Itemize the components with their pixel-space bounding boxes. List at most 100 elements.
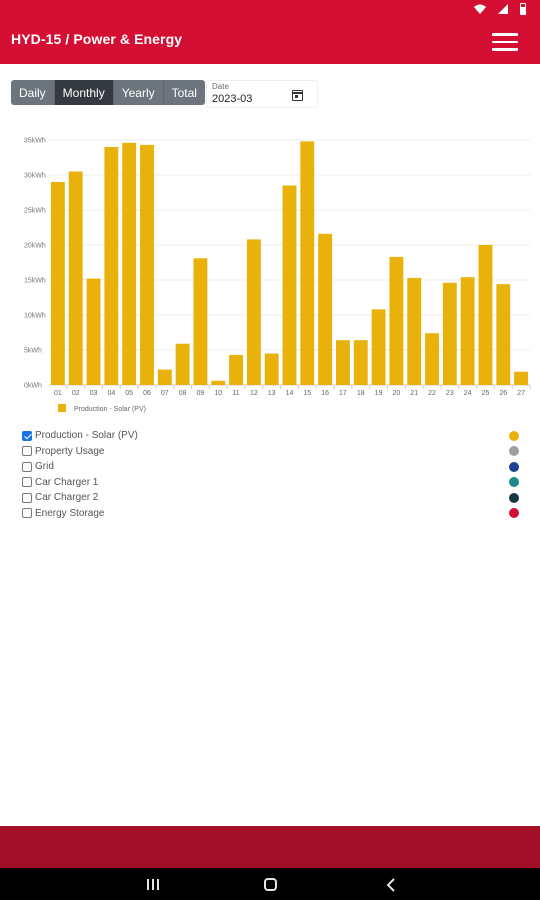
chart-bar-04[interactable] bbox=[104, 147, 119, 385]
calendar-icon[interactable] bbox=[292, 90, 303, 101]
date-value[interactable]: 2023-03 bbox=[212, 93, 253, 105]
series-color-dot bbox=[509, 492, 519, 503]
chart-bar-03[interactable] bbox=[86, 278, 101, 385]
series-toggle-row[interactable]: Production - Solar (PV) bbox=[22, 428, 522, 444]
x-tick-label: 03 bbox=[90, 390, 98, 397]
status-bar bbox=[0, 0, 540, 20]
chart-bar-12[interactable] bbox=[246, 239, 261, 385]
series-label: Car Charger 1 bbox=[35, 476, 99, 488]
chart-bar-02[interactable] bbox=[68, 171, 83, 386]
y-tick-label: 25kWh bbox=[24, 208, 46, 215]
chart-bar-07[interactable] bbox=[157, 369, 172, 385]
date-picker[interactable]: Date 2023-03 bbox=[206, 80, 318, 108]
chart-bar-26[interactable] bbox=[496, 284, 511, 385]
series-checkbox[interactable] bbox=[22, 508, 32, 519]
x-tick-label: 24 bbox=[464, 390, 472, 397]
x-tick-label: 26 bbox=[499, 390, 507, 397]
x-tick-label: 22 bbox=[428, 390, 436, 397]
chart-bar-19[interactable] bbox=[371, 309, 386, 385]
chart-bar-24[interactable] bbox=[460, 277, 475, 385]
tab-monthly[interactable]: Monthly bbox=[54, 80, 114, 105]
y-tick-label: 10kWh bbox=[24, 313, 46, 320]
x-tick-label: 25 bbox=[482, 390, 490, 397]
x-tick-label: 07 bbox=[161, 390, 169, 397]
x-tick-label: 09 bbox=[197, 390, 205, 397]
x-tick-label: 11 bbox=[232, 390, 239, 397]
series-label: Car Charger 2 bbox=[35, 492, 99, 504]
app-bar: HYD-15 / Power & Energy bbox=[0, 20, 540, 64]
chart-bar-05[interactable] bbox=[122, 142, 137, 385]
chart-bar-10[interactable] bbox=[211, 380, 226, 385]
chart-bar-14[interactable] bbox=[282, 185, 297, 386]
tab-daily[interactable]: Daily bbox=[11, 80, 55, 105]
legend-label[interactable]: Production - Solar (PV) bbox=[74, 406, 146, 413]
x-tick-label: 20 bbox=[392, 390, 400, 397]
series-color-dot bbox=[509, 477, 519, 488]
chart-bar-13[interactable] bbox=[264, 353, 279, 386]
system-navigation-bar bbox=[0, 868, 540, 900]
x-tick-label: 01 bbox=[54, 390, 62, 397]
series-color-dot bbox=[509, 430, 519, 441]
x-tick-label: 23 bbox=[446, 390, 454, 397]
x-tick-label: 13 bbox=[268, 390, 276, 397]
home-icon[interactable] bbox=[264, 878, 277, 891]
status-icons bbox=[474, 3, 526, 15]
chart-bar-27[interactable] bbox=[514, 371, 529, 385]
y-tick-label: 20kWh bbox=[24, 243, 46, 250]
series-checkbox[interactable] bbox=[22, 430, 32, 441]
chart-bar-21[interactable] bbox=[407, 277, 422, 385]
series-toggle-row[interactable]: Energy Storage bbox=[22, 506, 522, 522]
chart-bar-16[interactable] bbox=[318, 233, 333, 385]
series-checkbox[interactable] bbox=[22, 461, 32, 472]
x-tick-label: 19 bbox=[375, 390, 383, 397]
chart-bar-25[interactable] bbox=[478, 245, 493, 385]
legend-swatch[interactable] bbox=[58, 404, 66, 412]
x-tick-label: 17 bbox=[339, 390, 347, 397]
x-tick-label: 16 bbox=[321, 390, 329, 397]
recent-apps-icon[interactable] bbox=[147, 879, 159, 890]
chart-bar-17[interactable] bbox=[335, 340, 350, 385]
wifi-icon bbox=[474, 4, 486, 14]
series-color-dot bbox=[509, 508, 519, 519]
chart-bar-18[interactable] bbox=[353, 340, 368, 385]
production-bar-chart: 0kWh 5kWh 10kWh 15kWh 20kWh 25kWh 30kWh 35kWh 01… bbox=[24, 138, 531, 413]
x-tick-label: 10 bbox=[214, 390, 222, 397]
series-label: Production - Solar (PV) bbox=[35, 430, 138, 442]
y-tick-label: 35kWh bbox=[24, 138, 46, 145]
chart-bar-15[interactable] bbox=[300, 141, 315, 385]
chart-bar-20[interactable] bbox=[389, 256, 404, 385]
x-tick-label: 15 bbox=[303, 390, 311, 397]
period-selector: Daily Monthly Yearly Total bbox=[11, 80, 205, 105]
x-tick-label: 02 bbox=[72, 390, 80, 397]
series-checkbox[interactable] bbox=[22, 477, 32, 488]
series-toggle-row[interactable]: Grid bbox=[22, 459, 522, 475]
series-toggle-row[interactable]: Property Usage bbox=[22, 444, 522, 460]
series-toggle-list: Production - Solar (PV) Property Usage Gri… bbox=[22, 428, 522, 521]
x-tick-label: 06 bbox=[143, 390, 151, 397]
back-icon[interactable] bbox=[386, 878, 398, 892]
series-toggle-row[interactable]: Car Charger 2 bbox=[22, 490, 522, 506]
x-tick-label: 05 bbox=[125, 390, 133, 397]
series-toggle-row[interactable]: Car Charger 1 bbox=[22, 475, 522, 491]
chart-bar-22[interactable] bbox=[425, 333, 439, 385]
series-color-dot bbox=[509, 446, 519, 457]
footer-bar bbox=[0, 826, 540, 868]
y-tick-label: 0kWh bbox=[24, 383, 42, 390]
series-checkbox[interactable] bbox=[22, 446, 32, 457]
chart-bar-09[interactable] bbox=[193, 258, 208, 385]
x-tick-label: 04 bbox=[107, 390, 115, 397]
date-label: Date bbox=[212, 82, 229, 91]
tab-total[interactable]: Total bbox=[171, 85, 197, 100]
chart-bar-08[interactable] bbox=[175, 343, 190, 385]
x-tick-label: 08 bbox=[179, 390, 187, 397]
chart-bar-23[interactable] bbox=[442, 282, 457, 385]
series-checkbox[interactable] bbox=[22, 492, 32, 503]
hamburger-menu-icon[interactable] bbox=[492, 33, 518, 51]
y-tick-label: 5kWh bbox=[24, 348, 42, 355]
tab-yearly[interactable]: Yearly bbox=[114, 80, 164, 105]
chart-bar-01[interactable] bbox=[50, 182, 65, 385]
series-color-dot bbox=[509, 461, 519, 472]
page-title: HYD-15 / Power & Energy bbox=[11, 31, 183, 47]
chart-bar-06[interactable] bbox=[140, 144, 154, 385]
chart-bar-11[interactable] bbox=[229, 354, 244, 385]
